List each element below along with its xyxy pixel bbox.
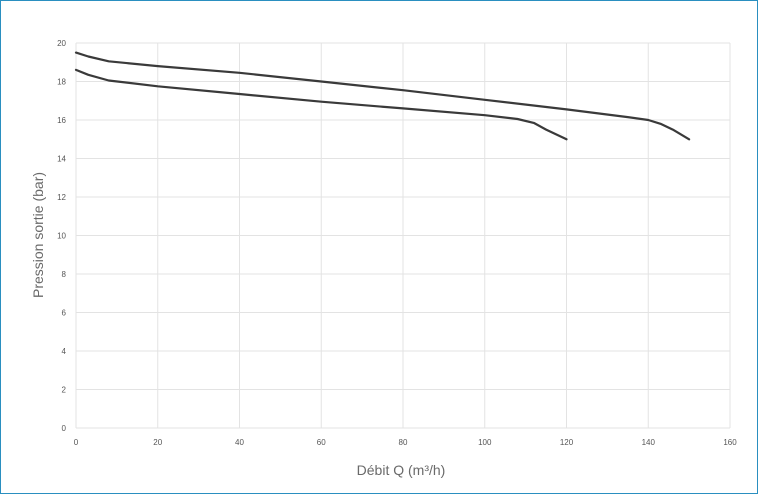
y-tick-label: 18	[57, 78, 66, 87]
y-tick-label: 16	[57, 116, 66, 125]
y-tick-label: 10	[57, 232, 66, 241]
x-tick-label: 40	[235, 438, 244, 447]
x-axis-title: Débit Q (m³/h)	[357, 462, 446, 478]
x-tick-label: 20	[153, 438, 162, 447]
series-layer	[74, 51, 691, 141]
y-tick-label: 14	[57, 155, 66, 164]
x-tick-label: 140	[642, 438, 656, 447]
x-tick-labels: 0 20 40 60 80 100 120 140 160	[74, 438, 737, 447]
series-line-1	[74, 51, 691, 141]
y-tick-label: 20	[57, 39, 66, 48]
y-tick-label: 2	[62, 386, 67, 395]
y-tick-label: 4	[62, 347, 67, 356]
grid	[75, 42, 731, 429]
x-tick-label: 0	[74, 438, 79, 447]
x-tick-label: 120	[560, 438, 574, 447]
y-tick-labels: 0 2 4 6 8 10 12 14 16 18 20	[57, 39, 66, 433]
x-tick-label: 160	[723, 438, 737, 447]
y-axis-title: Pression sortie (bar)	[30, 172, 46, 298]
x-tick-label: 60	[317, 438, 326, 447]
x-tick-label: 100	[478, 438, 492, 447]
series-line-2	[74, 68, 568, 141]
y-tick-label: 0	[62, 424, 67, 433]
y-tick-label: 8	[62, 270, 67, 279]
y-tick-label: 12	[57, 193, 66, 202]
y-tick-label: 6	[62, 309, 67, 318]
x-tick-label: 80	[399, 438, 408, 447]
